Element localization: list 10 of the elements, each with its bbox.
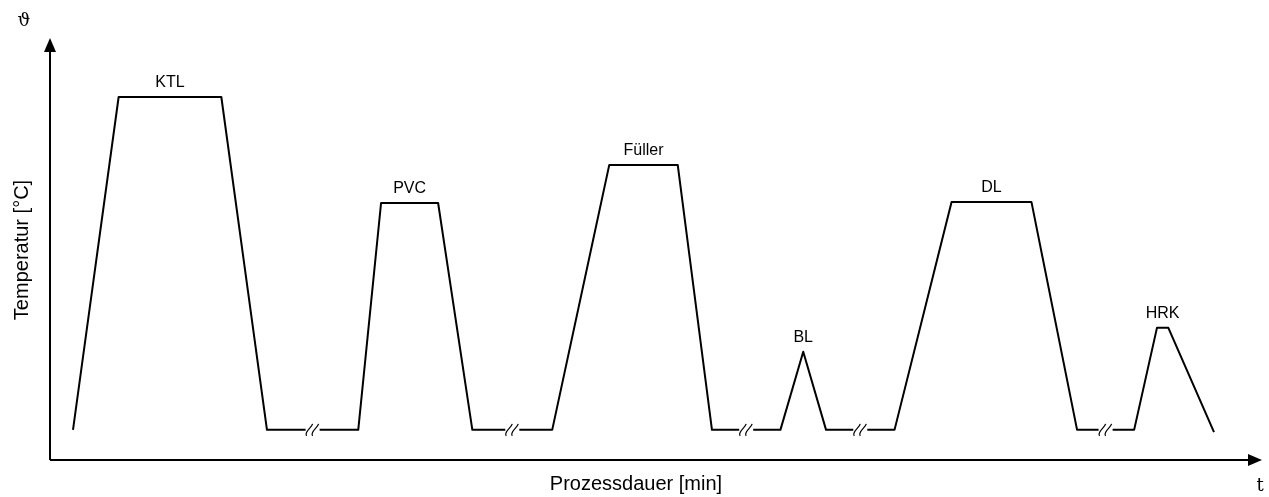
y-axis-title: Temperatur [°C] xyxy=(10,179,32,321)
annotation: Füller xyxy=(623,140,665,158)
text: KTL xyxy=(155,73,185,90)
text: t xyxy=(1256,474,1265,495)
annotation: PVC xyxy=(393,179,427,196)
x-axis-title: Prozessdauer [min] xyxy=(549,472,723,494)
text: ϑ xyxy=(17,9,31,30)
annotation: HRK xyxy=(1145,303,1180,321)
annotation: DL xyxy=(981,177,1002,195)
annotation: BL xyxy=(793,327,814,345)
